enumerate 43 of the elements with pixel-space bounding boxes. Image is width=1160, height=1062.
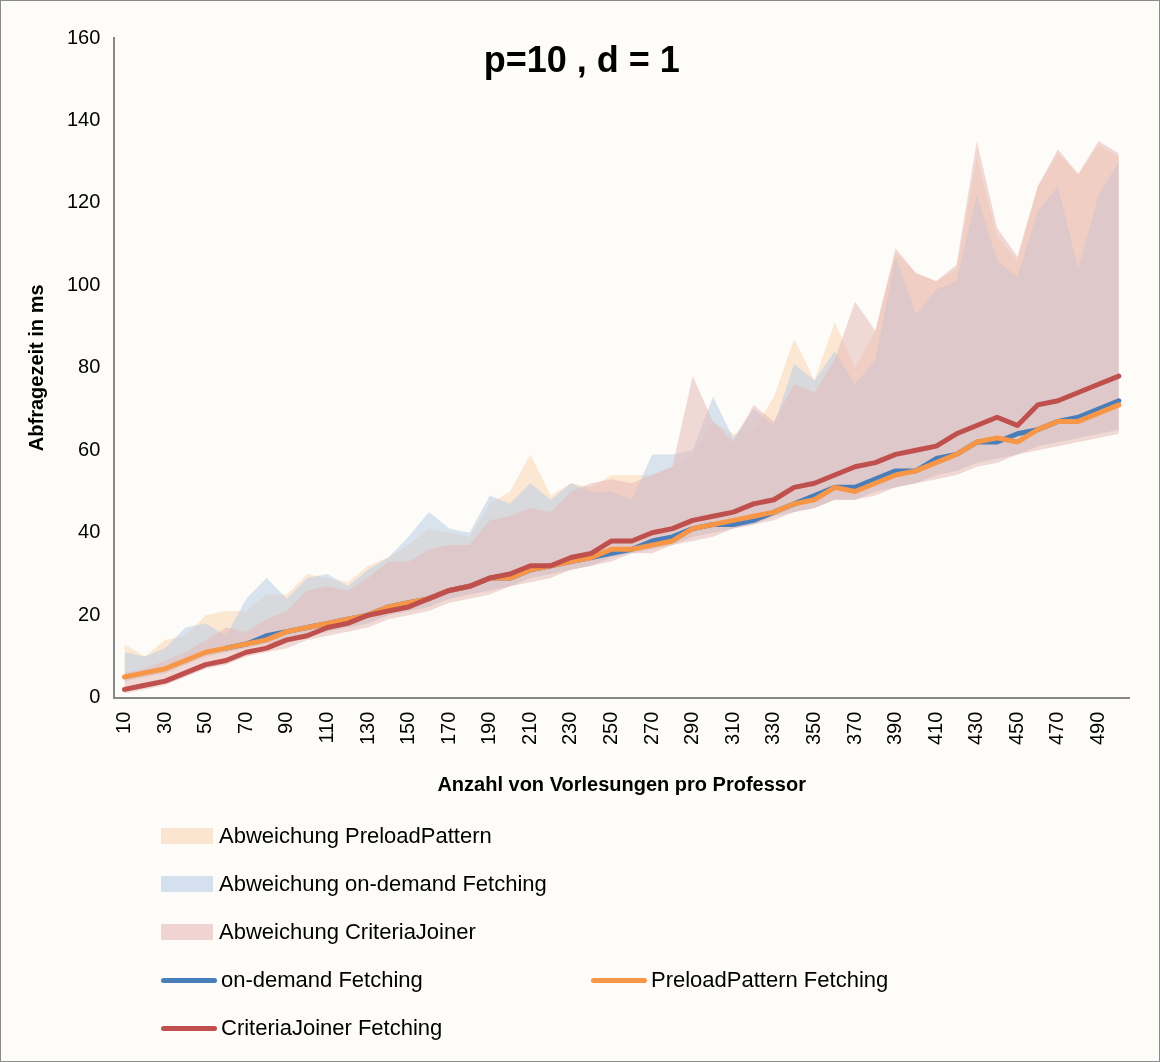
x-tick-label: 390 <box>883 711 906 746</box>
x-tick-label: 110 <box>314 711 337 744</box>
x-tick-label: 230 <box>558 711 581 746</box>
y-tick-label: 0 <box>89 685 101 708</box>
legend-label: on-demand Fetching <box>221 967 423 993</box>
x-tick-label: 50 <box>193 711 216 734</box>
y-tick-label: 140 <box>66 107 101 130</box>
legend-label: PreloadPattern Fetching <box>651 967 889 993</box>
x-tick-label: 430 <box>964 711 987 746</box>
legend-label: Abweichung CriteriaJoiner <box>219 919 476 945</box>
x-tick-label: 150 <box>396 711 419 746</box>
x-tick-label: 130 <box>355 711 378 746</box>
y-tick-label: 40 <box>78 520 101 543</box>
x-tick-label: 90 <box>274 711 297 734</box>
y-axis-title: Abfragezeit in ms <box>24 284 47 452</box>
x-tick-label: 170 <box>436 711 459 746</box>
x-tick-label: 190 <box>477 711 500 746</box>
x-tick-label: 290 <box>680 711 703 746</box>
y-tick-label: 160 <box>66 25 101 48</box>
legend-label: Abweichung on-demand Fetching <box>219 871 547 897</box>
legend-label: Abweichung PreloadPattern <box>219 823 492 849</box>
y-tick-label: 100 <box>66 272 101 295</box>
x-tick-label: 30 <box>152 711 175 734</box>
x-tick-label: 410 <box>923 711 946 746</box>
x-tick-label: 210 <box>517 711 540 746</box>
legend-label: CriteriaJoiner Fetching <box>221 1015 443 1041</box>
x-tick-label: 470 <box>1045 711 1068 746</box>
x-tick-label: 250 <box>599 711 622 746</box>
x-tick-label: 70 <box>233 711 256 734</box>
x-tick-label: 490 <box>1086 711 1109 746</box>
x-tick-label: 350 <box>801 711 824 746</box>
x-tick-label: 270 <box>639 711 662 746</box>
x-axis-title: Anzahl von Vorlesungen pro Professor <box>437 772 807 795</box>
x-tick-label: 310 <box>720 711 743 746</box>
y-tick-label: 80 <box>78 355 101 378</box>
x-tick-label: 10 <box>112 711 135 734</box>
x-tick-label: 450 <box>1004 711 1027 746</box>
x-tick-label: 330 <box>761 711 784 746</box>
x-tick-label: 370 <box>842 711 865 746</box>
chart-title: p=10 , d = 1 <box>483 38 680 80</box>
y-tick-label: 20 <box>78 602 101 625</box>
y-tick-label: 120 <box>66 190 101 213</box>
y-tick-label: 60 <box>78 437 101 460</box>
